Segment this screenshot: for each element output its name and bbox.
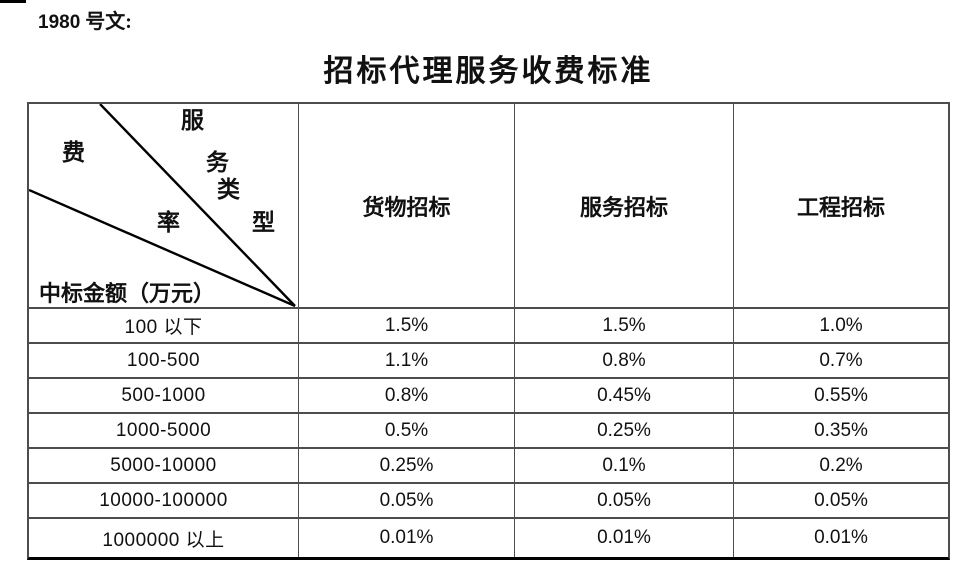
rate-cell: 0.05% (734, 484, 948, 519)
ref-number: 1980 (38, 12, 81, 33)
service-type-char: 类 (217, 177, 240, 202)
column-header-goods: 货物招标 (299, 104, 515, 309)
fee-standard-table: 服 费 务 类 率 型 中标金额（万元） 货物招标 服务招标 工程招标 100 … (27, 102, 950, 560)
row-range: 500-1000 (29, 379, 299, 414)
rate-cell: 1.1% (299, 344, 515, 379)
row-range: 100 以下 (29, 309, 299, 344)
rate-cell: 1.0% (734, 309, 948, 344)
rate-cell: 0.55% (734, 379, 948, 414)
rate-cell: 0.35% (734, 414, 948, 449)
row-range: 1000-5000 (29, 414, 299, 449)
service-type-char: 务 (206, 150, 229, 175)
page-title: 招标代理服务收费标准 (323, 55, 654, 88)
rate-cell: 0.05% (299, 484, 515, 519)
diagonal-header-cell: 服 费 务 类 率 型 中标金额（万元） (29, 104, 299, 309)
row-range: 100-500 (29, 344, 299, 379)
rate-cell: 0.8% (515, 344, 734, 379)
rate-cell: 0.01% (814, 527, 868, 548)
fee-rate-char: 率 (157, 210, 180, 235)
ref-suffix: 号文: (80, 11, 132, 33)
rate-cell: 0.8% (299, 379, 515, 414)
rate-cell: 0.05% (515, 484, 734, 519)
rate-cell: 0.2% (734, 449, 948, 484)
row-range: 10000-100000 (29, 484, 299, 519)
rate-cell: 0.25% (299, 449, 515, 484)
fee-rate-char: 费 (62, 140, 85, 165)
rate-cell: 0.5% (299, 414, 515, 449)
amount-axis-label: 中标金额（万元） (39, 281, 216, 306)
rate-cell: 0.01% (515, 519, 734, 557)
column-header-service: 服务招标 (515, 104, 734, 309)
rate-cell: 1.5% (515, 309, 734, 344)
document-ref-line: 1980 号文: (38, 5, 132, 34)
row-range: 1000000 以上 (29, 519, 299, 557)
rate-cell: 0.45% (515, 379, 734, 414)
service-type-char: 型 (252, 210, 275, 235)
rate-cell: 0.7% (734, 344, 948, 379)
rate-cell: 1.5% (299, 309, 515, 344)
diagonal-lines (29, 104, 296, 307)
row-range: 5000-10000 (29, 449, 299, 484)
page-corner-mark (0, 0, 26, 3)
rate-cell: 0.1% (515, 449, 734, 484)
column-header-engineering: 工程招标 (734, 104, 948, 309)
rate-cell: 0.01% (299, 519, 515, 557)
rate-cell: 0.25% (515, 414, 734, 449)
service-type-char: 服 (181, 108, 204, 133)
